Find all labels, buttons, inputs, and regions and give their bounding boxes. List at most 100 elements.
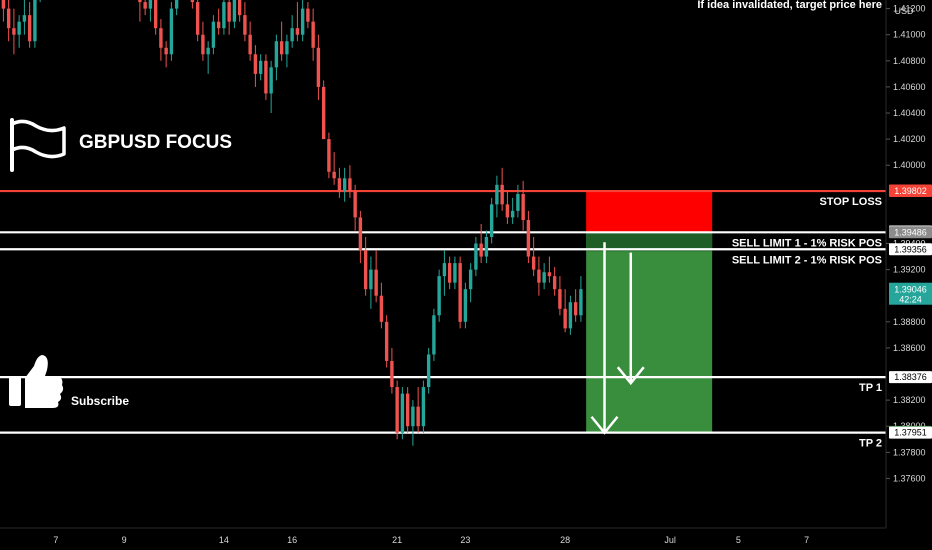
time-axis[interactable]: 7 9 14 16 21 23 28 Jul 5 7 [0, 527, 932, 550]
candle-body [321, 86, 326, 140]
candle-body [437, 276, 441, 316]
candle-body [201, 34, 205, 55]
candle [174, 0, 179, 16]
candle [264, 54, 268, 100]
candle [573, 289, 578, 322]
flag-icon [10, 118, 66, 172]
candle [411, 400, 415, 446]
time-tick-label: 7 [53, 535, 58, 545]
candlestick-series [1, 0, 583, 446]
candle-body [400, 393, 405, 433]
candle [6, 0, 11, 42]
candle-body [300, 8, 305, 35]
tp1-label: TP 1 [859, 382, 882, 394]
candle [211, 15, 216, 55]
candle-countdown: 42:24 [899, 295, 922, 305]
candle-body [253, 54, 258, 74]
candle-body [500, 184, 504, 205]
candle [27, 2, 32, 48]
candle-body [531, 256, 536, 270]
candle [248, 21, 252, 61]
candle [484, 230, 489, 264]
candle [216, 8, 221, 35]
price-tick-label: 1.41200 [893, 4, 926, 14]
candle-body [526, 220, 531, 257]
candle-body [195, 2, 200, 35]
chart-title: GBPUSD FOCUS [79, 132, 232, 153]
candle-body [6, 8, 11, 29]
price-badge: 1.37951 [889, 426, 932, 439]
price-badges: 1.413211.398061.398021.394921.394861.393… [889, 184, 932, 439]
candle [22, 0, 27, 35]
candle [143, 0, 147, 16]
candle [337, 167, 342, 198]
candle [552, 267, 557, 296]
candle [390, 347, 394, 394]
candle [495, 175, 499, 218]
candle [510, 197, 515, 224]
candle-body [274, 41, 279, 68]
arrow-head [590, 415, 619, 435]
candle-body [453, 263, 457, 283]
candle-body [306, 8, 310, 22]
candle [516, 184, 520, 218]
thumbs-up-icon[interactable] [9, 355, 64, 408]
current-price-badge-bg [889, 282, 932, 305]
price-badge-bg [889, 243, 932, 256]
candle [542, 263, 546, 290]
horizontal-levels[interactable] [0, 0, 886, 434]
price-tick-label: 1.40600 [893, 82, 926, 92]
stop-loss-zone [586, 191, 713, 233]
candle-body [190, 0, 195, 3]
candle-body [22, 15, 27, 22]
candle [169, 2, 174, 61]
candle-body [295, 28, 300, 35]
candle-body [248, 34, 252, 55]
candle-body [138, 0, 142, 3]
candle-body [495, 184, 499, 205]
candle-body [264, 60, 268, 94]
candle [437, 269, 441, 322]
candle [300, 0, 305, 42]
candle [489, 197, 494, 244]
candle [159, 19, 163, 61]
candle-body [573, 302, 578, 316]
candle-body [243, 15, 247, 35]
subscribe-label[interactable]: Subscribe [71, 394, 129, 408]
candle-body [269, 67, 273, 94]
candle-body [510, 210, 515, 218]
price-badge-label: 1.38376 [894, 372, 927, 382]
candle-body [447, 263, 452, 283]
candle [468, 263, 473, 303]
price-tick-label: 1.41000 [893, 30, 926, 40]
tp2-label: TP 2 [859, 438, 882, 450]
candle [521, 180, 525, 231]
candle-body [563, 308, 567, 329]
price-badge-label: 1.39486 [894, 227, 927, 237]
candle [563, 289, 567, 333]
candle-body [568, 302, 573, 329]
candle-body [143, 2, 147, 9]
candle-body [479, 243, 483, 257]
candle-body [174, 0, 179, 9]
entry-zone-band [586, 232, 713, 252]
candle-body [537, 269, 541, 283]
price-tick-label: 1.38800 [893, 317, 926, 327]
candle-body [474, 243, 478, 270]
candle-body [290, 28, 294, 42]
price-tick-label: 1.37600 [893, 473, 926, 483]
candle-body [458, 263, 462, 322]
price-tick-label: 1.40800 [893, 56, 926, 66]
candle-body [285, 41, 289, 55]
currency-label: USD [894, 6, 914, 16]
candle [227, 0, 231, 35]
branding: GBPUSD FOCUS Subscribe [9, 118, 232, 408]
candle-body [159, 28, 163, 48]
candle-body [363, 250, 368, 290]
price-badge: 1.39486 [889, 226, 932, 239]
candle [432, 308, 436, 361]
candle [33, 0, 37, 48]
candle [153, 0, 158, 35]
